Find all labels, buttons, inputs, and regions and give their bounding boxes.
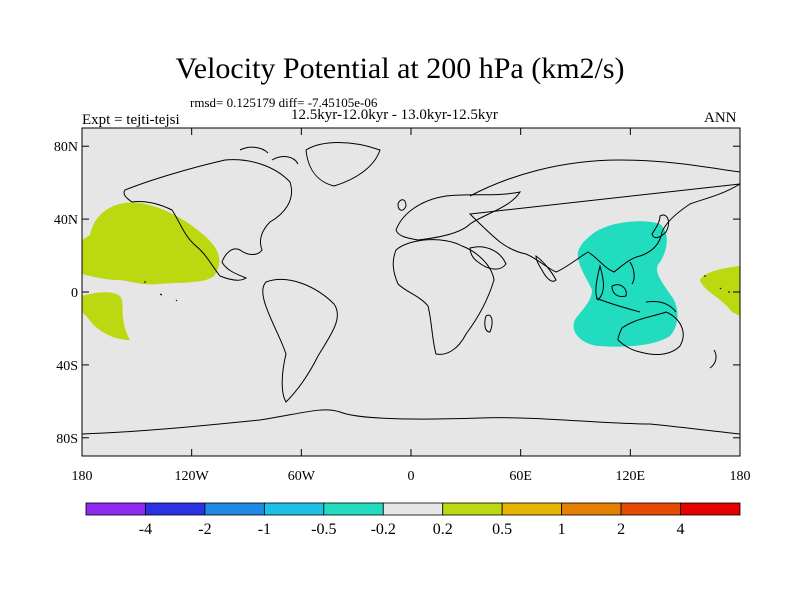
colorbar-label: 1 xyxy=(558,521,566,538)
colorbar-box xyxy=(85,502,146,516)
experiment-label: Expt = tejti-tejsi xyxy=(82,112,180,128)
statistics-line: rmsd= 0.125179 diff= -7.45105e-06 xyxy=(190,95,378,110)
colorbar-box xyxy=(263,502,325,516)
colorbar-box xyxy=(680,502,741,516)
colorbar-label: -0.2 xyxy=(371,521,396,538)
lon-tick-label: 60E xyxy=(509,469,532,484)
colorbar-box xyxy=(620,502,681,516)
colorbar-box xyxy=(382,502,444,516)
lon-tick-label: 120E xyxy=(616,469,646,484)
colorbar: -4 -2 -1 -0.5 -0.2 0.2 0.5 1 2 4 xyxy=(85,502,741,538)
negative-anomaly-region-indo-pacific xyxy=(573,221,678,347)
colorbar-label: -1 xyxy=(258,521,271,538)
colorbar-box xyxy=(323,502,384,516)
latitude-axis: 80N 40N 0 40S 80S xyxy=(54,140,740,447)
colorbar-label: -0.5 xyxy=(311,521,336,538)
period-subtitle: 12.5kyr-12.0kyr - 13.0kyr-12.5kyr xyxy=(291,107,498,123)
lon-tick-label: 120W xyxy=(175,469,210,484)
lon-tick-label: 0 xyxy=(408,469,415,484)
lon-tick-label: 60W xyxy=(288,469,316,484)
season-label: ANN xyxy=(704,110,737,126)
positive-anomaly-region-pacific xyxy=(82,202,220,340)
positive-anomaly-region-west-pacific xyxy=(700,266,740,316)
lat-tick-label: 0 xyxy=(71,286,78,301)
colorbar-box xyxy=(501,502,563,516)
colorbar-label: 4 xyxy=(677,521,685,538)
colorbar-box xyxy=(442,502,503,516)
longitude-axis: 180 120W 60W 0 60E 120E 180 xyxy=(72,128,751,484)
colorbar-label: -2 xyxy=(198,521,211,538)
colorbar-box xyxy=(561,502,622,516)
lat-tick-label: 80N xyxy=(54,140,78,155)
lon-tick-label: 180 xyxy=(730,469,751,484)
colorbar-box xyxy=(204,502,265,516)
lon-tick-label: 180 xyxy=(72,469,93,484)
lat-tick-label: 40S xyxy=(56,359,78,374)
colorbar-label: 0.2 xyxy=(433,521,453,538)
colorbar-label: -4 xyxy=(139,521,152,538)
lat-tick-label: 80S xyxy=(56,432,78,447)
plot-title: Velocity Potential at 200 hPa (km2/s) xyxy=(175,52,625,85)
coastlines xyxy=(82,142,740,435)
colorbar-box xyxy=(145,502,206,516)
colorbar-label: 0.5 xyxy=(492,521,512,538)
lat-tick-label: 40N xyxy=(54,213,78,228)
colorbar-label: 2 xyxy=(617,521,625,538)
